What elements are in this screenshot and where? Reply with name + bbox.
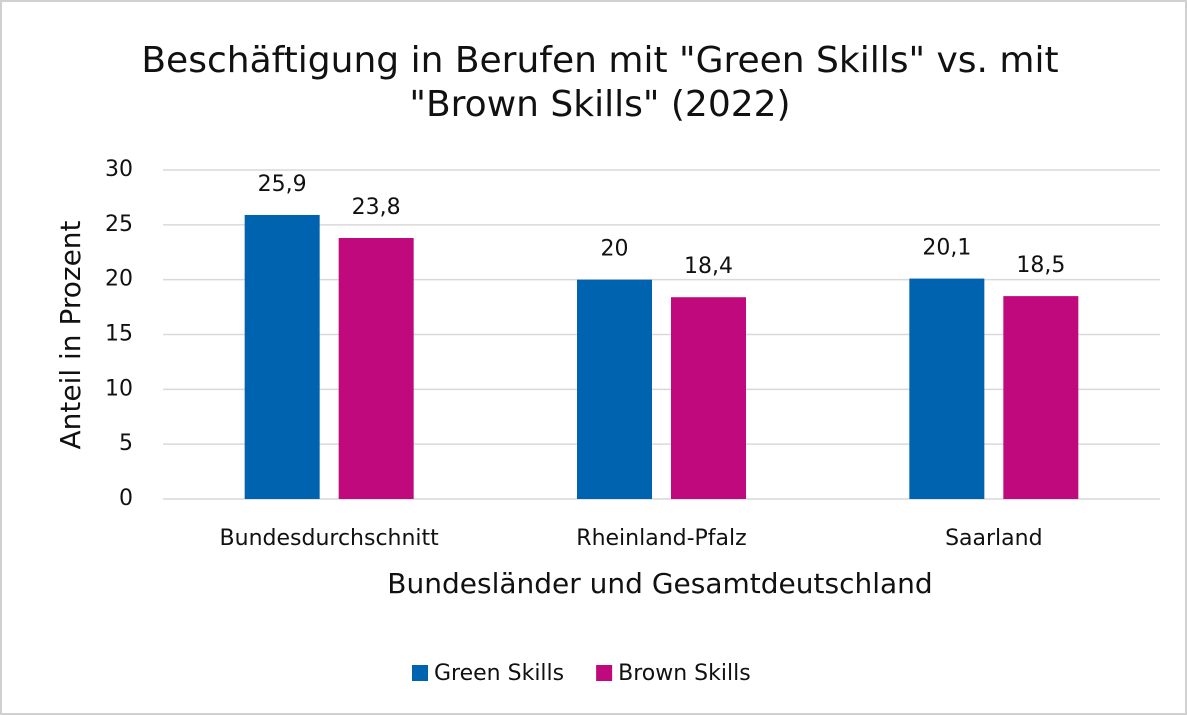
y-tick-label: 10 — [105, 376, 133, 401]
y-tick-label: 30 — [105, 157, 133, 182]
y-tick-label: 5 — [119, 431, 133, 456]
y-tick-label: 15 — [105, 322, 133, 347]
legend-label: Green Skills — [434, 661, 564, 686]
data-label: 25,9 — [258, 172, 307, 197]
chart-title: "Brown Skills" (2022) — [409, 84, 790, 125]
bar — [671, 297, 746, 499]
x-axis-label: Bundesländer und Gesamtdeutschland — [387, 567, 932, 600]
bar — [338, 237, 414, 499]
bar — [244, 214, 320, 500]
y-tick-label: 25 — [105, 212, 133, 237]
legend-label: Brown Skills — [618, 661, 751, 686]
data-label: 18,4 — [684, 254, 733, 279]
data-label: 20 — [601, 237, 629, 262]
legend-swatch — [412, 665, 428, 681]
y-axis-label: Anteil in Prozent — [54, 220, 87, 449]
x-tick-label: Bundesdurchschnitt — [220, 526, 440, 551]
bar — [1003, 296, 1079, 499]
bar — [909, 278, 985, 499]
data-label: 23,8 — [352, 195, 401, 220]
bar — [577, 279, 652, 499]
x-tick-label: Rheinland-Pfalz — [576, 526, 746, 551]
data-label: 20,1 — [922, 236, 971, 261]
chart-title: Beschäftigung in Berufen mit "Green Skil… — [141, 40, 1058, 81]
data-label: 18,5 — [1016, 253, 1065, 278]
legend-swatch — [596, 665, 613, 681]
y-tick-label: 20 — [105, 267, 133, 292]
y-tick-label: 0 — [119, 486, 133, 511]
x-tick-label: Saarland — [945, 526, 1042, 551]
